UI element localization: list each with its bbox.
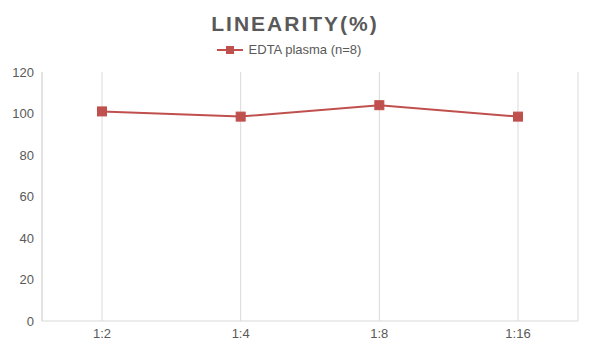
svg-text:1:8: 1:8 — [370, 326, 388, 341]
svg-text:1:4: 1:4 — [232, 326, 250, 341]
svg-text:1:16: 1:16 — [505, 326, 530, 341]
svg-text:120: 120 — [12, 65, 34, 80]
html-text:EDTA plasma (n=8): EDTA plasma (n=8) — [248, 42, 362, 57]
svg-text:100: 100 — [12, 106, 34, 121]
svg-text:40: 40 — [20, 231, 34, 246]
svg-text:60: 60 — [20, 189, 34, 204]
svg-text:0: 0 — [27, 314, 34, 329]
svg-text:1:2: 1:2 — [93, 326, 111, 341]
svg-text:20: 20 — [20, 272, 34, 287]
html-text:LINEARITY(%): LINEARITY(%) — [211, 12, 379, 35]
svg-text:80: 80 — [20, 148, 34, 163]
